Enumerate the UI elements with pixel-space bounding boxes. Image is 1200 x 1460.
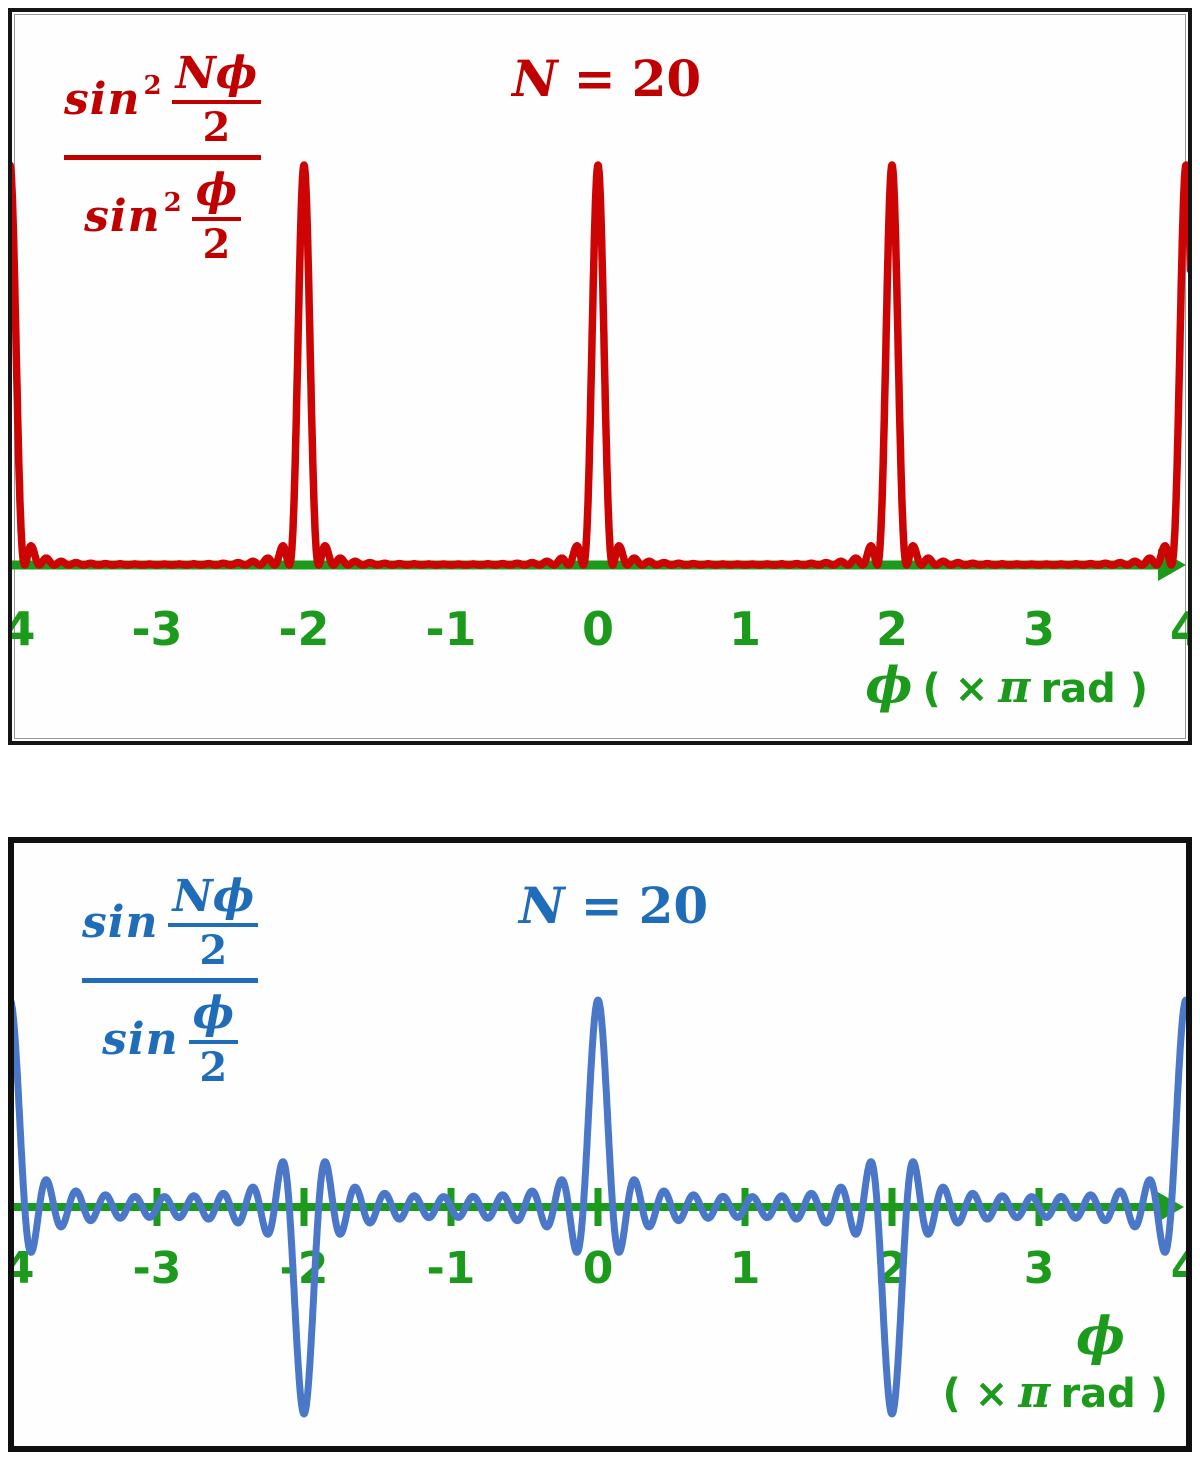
x-tick-label: 0 — [583, 1243, 614, 1294]
small-fraction: Nϕ 2 — [168, 875, 259, 971]
x-axis-title: ϕ ( × π rad ) — [865, 655, 1148, 714]
x-tick-label: -2 — [280, 1243, 329, 1294]
x-axis-tick — [888, 1188, 896, 1226]
fraction-bar — [191, 217, 242, 221]
n-value-title: N = 20 — [519, 876, 709, 935]
phi-symbol: ϕ — [1076, 1306, 1125, 1367]
x-tick-label: 1 — [729, 602, 761, 656]
small-fraction: ϕ 2 — [188, 992, 239, 1088]
sin-label: sin — [64, 74, 141, 125]
x-tick-label: -2 — [278, 602, 329, 656]
formula-amplitude: sin Nϕ 2 sin ϕ 2 — [82, 875, 259, 1088]
x-tick-label: 0 — [582, 602, 614, 656]
fraction-bar — [188, 1040, 239, 1044]
main-fraction-bar — [82, 978, 259, 983]
x-tick-label: 4 — [1171, 1243, 1186, 1294]
main-fraction-bar — [64, 155, 262, 160]
small-fraction: ϕ 2 — [191, 169, 242, 265]
exponent: 2 — [143, 71, 162, 101]
x-axis-tick — [594, 1188, 602, 1226]
exponent: 2 — [163, 188, 182, 218]
sin-label: sin — [84, 191, 161, 242]
sin-label: sin — [82, 897, 159, 948]
x-tick-label: 3 — [1023, 602, 1055, 656]
x-axis-line — [12, 560, 1164, 570]
x-tick-label: 2 — [876, 602, 908, 656]
x-tick-label: -1 — [427, 1243, 476, 1294]
x-tick-label: 4 — [1170, 602, 1188, 656]
formula-numerator: sin Nϕ 2 — [82, 875, 259, 971]
x-tick-label: -1 — [425, 602, 476, 656]
formula-numerator: sin 2 Nϕ 2 — [64, 52, 262, 148]
phi-symbol: ϕ — [865, 655, 913, 714]
x-tick-label: -4 — [12, 602, 36, 656]
fraction-bar — [171, 100, 262, 104]
pi-symbol: π — [1018, 1367, 1051, 1418]
x-tick-label: 3 — [1024, 1243, 1055, 1294]
x-tick-label: -3 — [131, 602, 182, 656]
formula-denominator: sin 2 ϕ 2 — [84, 169, 242, 265]
x-axis-units: ( × π rad ) — [942, 1367, 1168, 1418]
formula-intensity: sin 2 Nϕ 2 sin 2 ϕ 2 — [64, 52, 262, 265]
x-axis-tick — [300, 1188, 308, 1226]
small-fraction: Nϕ 2 — [171, 52, 262, 148]
curve-amplitude — [14, 996, 1186, 1418]
fraction-bar — [168, 923, 259, 927]
x-tick-label: -3 — [133, 1243, 182, 1294]
sin-label: sin — [102, 1014, 179, 1065]
pi-symbol: π — [998, 662, 1031, 713]
formula-denominator: sin ϕ 2 — [102, 992, 239, 1088]
n-value-title: N = 20 — [512, 49, 702, 108]
x-tick-label: -4 — [14, 1243, 34, 1294]
curve-intensity — [12, 161, 1188, 569]
x-tick-label: 1 — [730, 1243, 761, 1294]
intensity-chart-canvas: -4 -3 -2 -1 0 1 2 3 4 — [12, 161, 1188, 656]
x-axis-line — [14, 1203, 1162, 1211]
